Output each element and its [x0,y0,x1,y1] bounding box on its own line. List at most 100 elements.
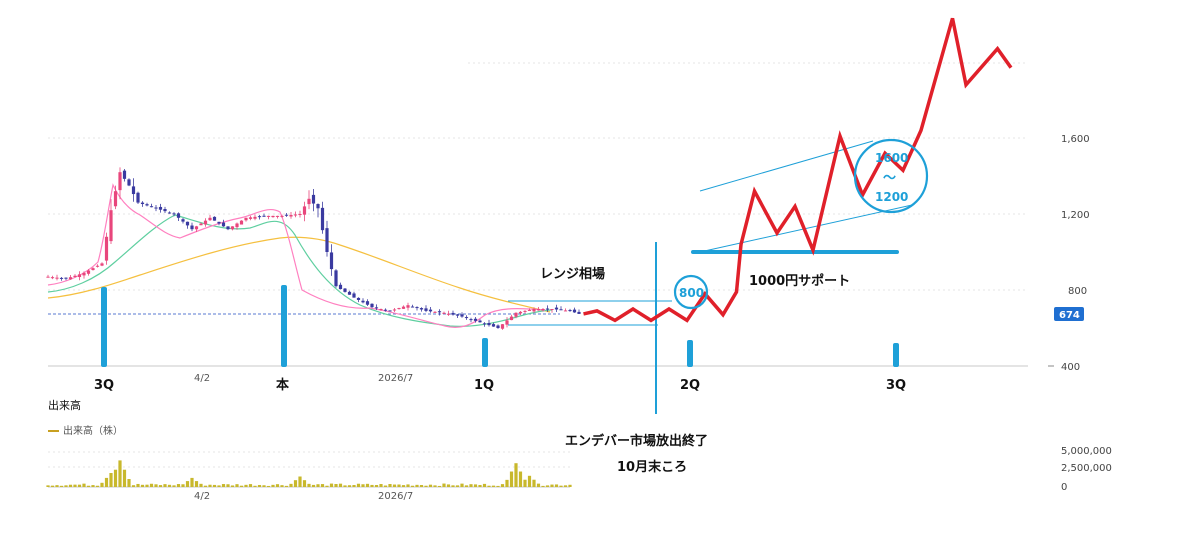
quarter-marker-2q [687,340,693,367]
candle-body [203,220,208,225]
candle-body [140,202,145,205]
volume-bar [122,469,127,487]
volume-bar [338,483,343,487]
candle-body [442,312,446,314]
candle-body [190,225,194,230]
candle-body [239,220,244,225]
candle [311,188,316,212]
candle [104,232,109,265]
volume-legend: 出来高（株） [63,424,123,437]
quarter-label-hon: 本 [276,377,289,393]
volume-bar [347,485,352,487]
volume-bar [433,485,437,487]
volume-bar [527,475,532,487]
volume-bar [239,485,244,487]
candle [370,303,374,309]
volume-bar [190,477,194,487]
candle-body [280,215,284,217]
volume-bar [257,484,262,487]
volume-tick-2-5m: 2,500,000 [1061,463,1112,474]
volume-bar [91,485,95,487]
candle [410,304,415,308]
candle [478,319,482,323]
candle-body [320,207,325,231]
candle [572,307,577,313]
candle-body [536,309,541,311]
candle-body [262,215,266,217]
volume-time-label-2026-7: 2026/7 [378,491,413,502]
candle [523,310,527,314]
volume-bar [230,485,235,487]
volume-bar [500,484,505,487]
volume-bar [104,477,109,487]
candle [428,306,433,313]
candle [568,308,572,312]
candle-body [500,324,505,329]
candle [163,206,167,213]
volume-bar [329,483,334,487]
candle-body [172,213,176,215]
quarter-marker-hon [281,285,287,367]
candle [554,304,559,312]
candle-body [541,309,545,311]
candle-body [338,284,343,290]
candle [280,214,284,218]
volume-bar [460,483,464,487]
volume-title: 出来高 [48,398,81,412]
volume-bar [86,485,91,487]
candle [64,277,68,281]
candle-body [199,223,203,226]
volume-bar [149,483,154,487]
range-box [508,300,672,326]
candle-body [334,270,338,287]
candle [172,212,176,217]
volume-bar [518,471,523,487]
candle-body [424,308,428,311]
candle [289,211,293,219]
candle [338,282,343,290]
volume-bar [64,485,68,487]
volume-bar [226,484,230,487]
volume-bar [563,485,568,487]
volume-bar [442,483,446,487]
volume-bar [370,484,374,487]
volume-bar [545,485,550,487]
candle [419,307,424,312]
candle [527,308,532,311]
volume-bar [244,484,248,487]
candle [257,215,262,220]
volume-tick-5m: 5,000,000 [1061,446,1112,457]
volume-bar [113,469,118,487]
volume-bar [266,485,271,487]
volume-bar [383,485,388,487]
candle [437,309,442,316]
volume-bar [284,485,289,487]
volume-bar [320,484,325,487]
volume-bar [509,471,514,487]
candle-body [311,194,316,204]
volume-bar [388,483,392,487]
quarter-labels: 3Q 本 1Q 2Q 3Q [94,377,906,393]
candle [532,307,536,313]
candle-body [46,276,50,278]
candle [514,312,518,319]
candle [253,214,257,221]
candle [433,311,437,314]
target-label-800: 800 [679,286,704,300]
volume-time-label-apr: 4/2 [194,491,210,502]
candle [190,222,194,232]
volume-bar [334,483,338,487]
candle [235,222,239,230]
candle [563,308,568,312]
volume-bar [275,484,280,487]
candle-body [68,277,73,280]
time-label-apr: 4/2 [194,373,210,384]
candle-body [293,214,298,216]
candle [95,264,100,268]
candle-body [289,214,293,217]
candle [464,315,469,320]
candle-body [554,307,559,310]
candle-body [302,206,307,215]
candle-body [365,301,370,305]
candle [473,317,478,323]
